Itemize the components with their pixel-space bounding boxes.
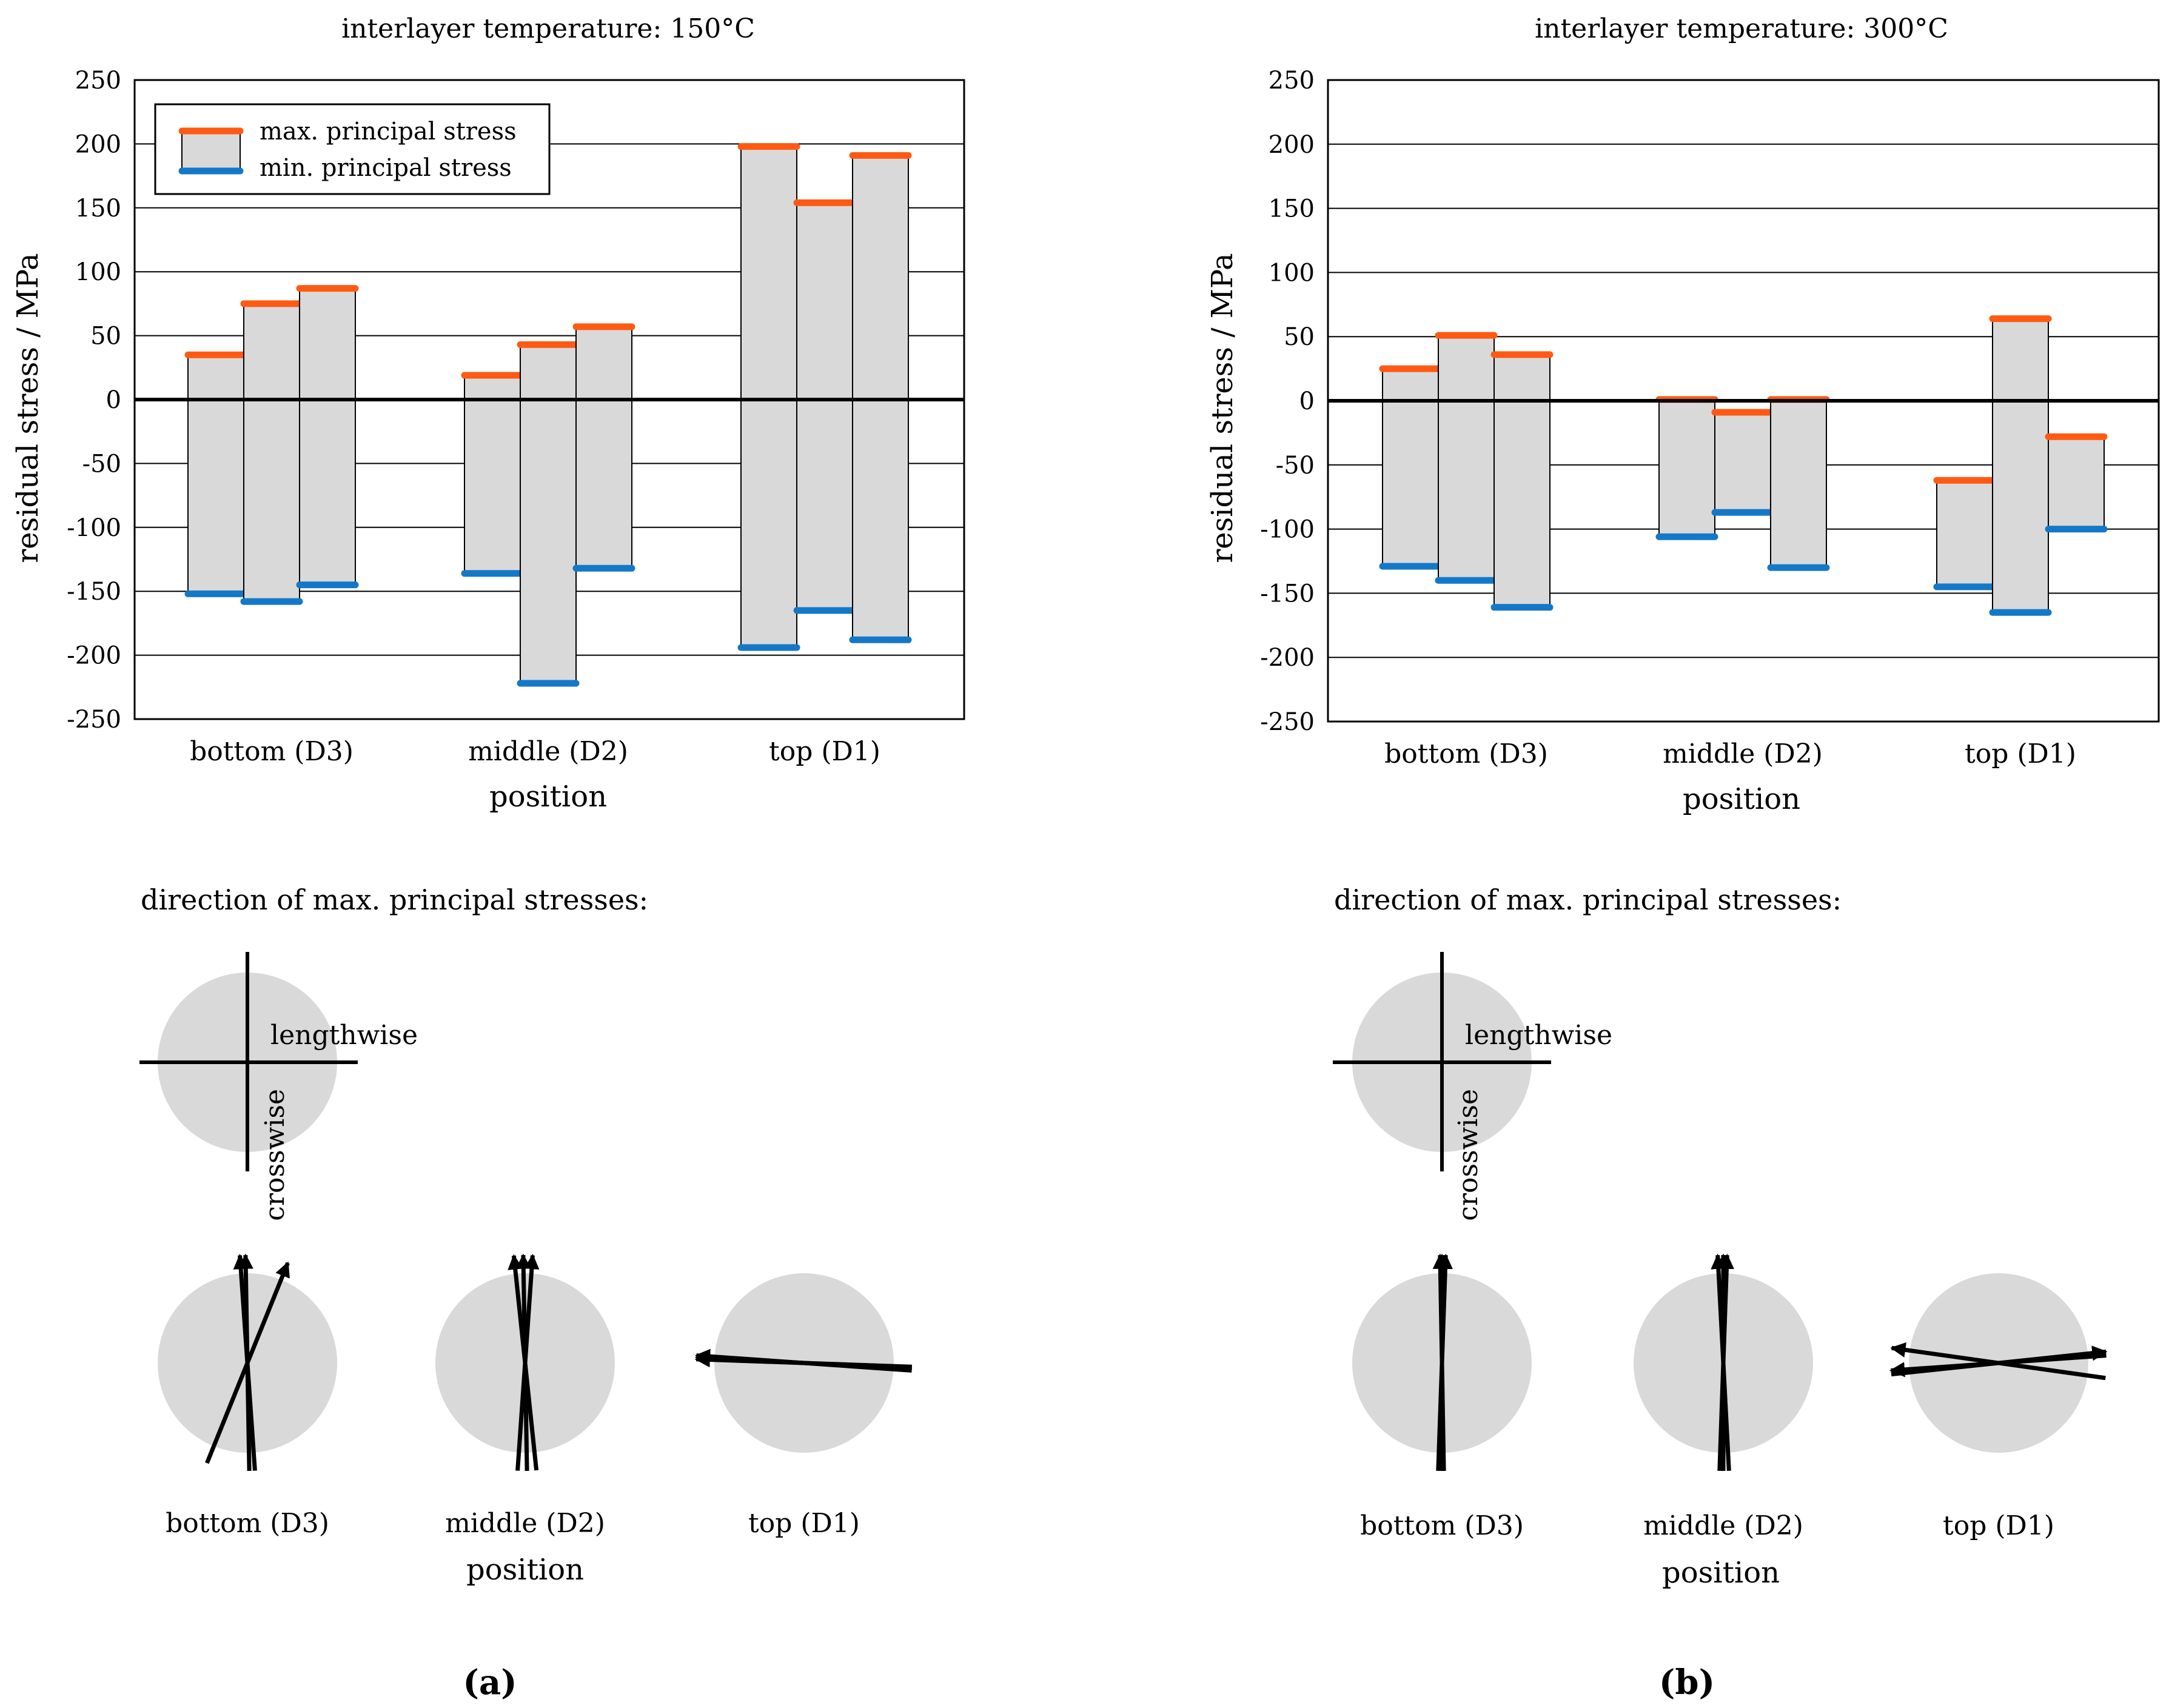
x-category-label: middle (D2): [468, 736, 628, 767]
principal-direction-arrow: [694, 1348, 912, 1373]
plot-frame: [133, 79, 965, 720]
x-category-label: bottom (D3): [1384, 738, 1548, 769]
y-tick-label: -200: [67, 642, 121, 670]
stress-range-bar: [299, 287, 356, 586]
y-tick-label: -150: [1260, 580, 1315, 608]
bars: [184, 143, 912, 687]
stress-range-bar: [1382, 368, 1439, 567]
y-tick-label: 50: [90, 323, 121, 350]
chart-title: interlayer temperature: 150°C: [341, 13, 755, 44]
y-axis-label: residual stress / MPa: [1205, 253, 1239, 563]
direction-category-label: bottom (D3): [1360, 1510, 1524, 1541]
principal-direction-arrow: [1432, 1253, 1448, 1472]
y-tick-label: -150: [67, 578, 121, 606]
y-tick-label: 250: [1269, 67, 1315, 95]
stress-range-bar: [187, 354, 244, 595]
stress-range-bar: [575, 326, 632, 569]
y-tick-label: -100: [1260, 516, 1315, 544]
y-tick-label: -200: [1260, 644, 1315, 672]
y-tick-label: 150: [1269, 195, 1315, 223]
stress-range-bar: [464, 374, 521, 574]
y-tick-label: 0: [106, 386, 121, 414]
stress-range-bar: [520, 344, 577, 684]
direction-diagrams: bottom (D3) middle (D2) top (D1): [1352, 1253, 2108, 1541]
panel-label-a: (a): [463, 1663, 517, 1703]
x-category-label: middle (D2): [1663, 738, 1823, 769]
y-tick-label: 50: [1284, 323, 1315, 351]
stress-range-bar: [1438, 335, 1495, 581]
x-axis-label: position: [489, 780, 607, 814]
stress-range-bar: [852, 155, 909, 641]
x-category-label: top (D1): [769, 736, 880, 767]
stress-range-bar: [1493, 353, 1550, 608]
stress-range-bar: [2048, 436, 2105, 530]
compass-label-lengthwise: lengthwise: [1465, 1020, 1612, 1051]
y-tick-label: 250: [75, 67, 121, 95]
y-tick-label: -50: [82, 450, 121, 478]
legend: max. principal stress min. principal str…: [154, 103, 551, 195]
panel-b: interlayer temperature: 300°C 250 200 150 1…: [1205, 13, 2160, 1703]
y-tick-label: -250: [67, 706, 121, 734]
principal-direction-arrow: [1889, 1353, 2107, 1378]
direction-category-label: bottom (D3): [166, 1508, 329, 1539]
chart-title: interlayer temperature: 300°C: [1535, 13, 1948, 44]
direction-category-label: middle (D2): [1643, 1510, 1803, 1541]
compass-label-crosswise: crosswise: [260, 1089, 290, 1221]
legend-entry-min: min. principal stress: [260, 154, 512, 182]
y-tick-label: 100: [1269, 259, 1315, 287]
direction-heading: direction of max. principal stresses:: [141, 883, 648, 916]
bars: [1379, 315, 2108, 616]
y-tick-label: 150: [75, 195, 121, 223]
y-axis-label: residual stress / MPa: [11, 253, 45, 563]
y-tick-label: 200: [1269, 131, 1315, 159]
stress-range-bar: [1992, 318, 2049, 614]
direction-x-axis-label: position: [1662, 1556, 1780, 1590]
direction-category-label: top (D1): [1943, 1510, 2054, 1541]
principal-direction-arrow: [515, 1253, 531, 1472]
x-category-labels: bottom (D3) middle (D2) top (D1): [190, 736, 880, 767]
direction-diagrams: bottom (D3) middle (D2) top (D1): [158, 1253, 913, 1539]
x-category-label: top (D1): [1965, 738, 2076, 769]
stress-range-bar: [1658, 398, 1715, 538]
y-tick-label: 200: [75, 130, 121, 158]
direction-category-label: top (D1): [748, 1508, 860, 1539]
y-tick-labels: 250 200 150 100 50 0 -50 -100 -150 -200 -250: [1260, 67, 1315, 736]
stress-range-bar: [740, 146, 797, 648]
stress-range-bar: [796, 202, 853, 611]
y-tick-label: 0: [1299, 387, 1315, 415]
legend-entry-max: max. principal stress: [260, 118, 517, 146]
panel-a: interlayer temperature: 150°C 250 200 150 1…: [11, 13, 965, 1703]
compass: lengthwise crosswise: [1333, 952, 1612, 1221]
y-tick-labels: 250 200 150 100 50 0 -50 -100 -150 -200 -250: [67, 67, 121, 734]
plot-frame: [1327, 79, 2160, 723]
stress-range-bar: [243, 303, 300, 603]
y-tick-label: -50: [1276, 452, 1315, 480]
stress-range-bar: [1936, 480, 1993, 588]
x-category-labels: bottom (D3) middle (D2) top (D1): [1384, 738, 2076, 769]
legend-swatch-bar: [181, 130, 241, 172]
y-tick-label: 100: [75, 258, 121, 286]
direction-x-axis-label: position: [466, 1553, 584, 1587]
direction-category-label: middle (D2): [445, 1508, 605, 1539]
y-tick-label: -100: [67, 514, 121, 542]
direction-heading: direction of max. principal stresses:: [1334, 883, 1842, 916]
x-category-label: bottom (D3): [190, 736, 354, 767]
y-tick-label: -250: [1260, 708, 1315, 736]
stress-range-bar: [1770, 398, 1827, 569]
stress-range-bar: [1714, 412, 1771, 514]
compass-label-crosswise: crosswise: [1453, 1089, 1484, 1221]
panel-label-b: (b): [1659, 1663, 1715, 1703]
compass: lengthwise crosswise: [139, 952, 418, 1221]
x-axis-label: position: [1683, 782, 1800, 816]
principal-direction-arrow: [205, 1261, 290, 1464]
compass-label-lengthwise: lengthwise: [270, 1020, 418, 1051]
